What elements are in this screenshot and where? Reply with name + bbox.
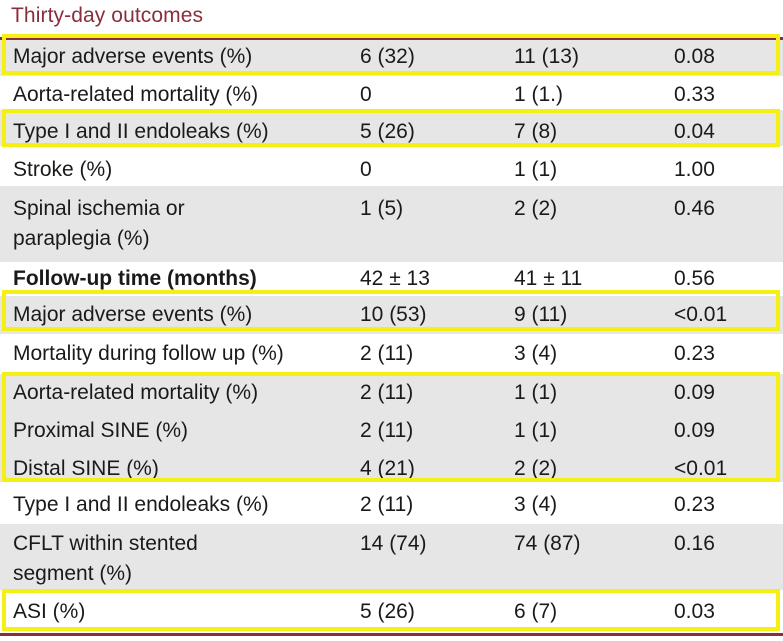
group2-value: 3 (4) <box>514 342 558 365</box>
group2-value: 2 (2) <box>514 457 558 480</box>
p-value: 0.23 <box>674 342 715 365</box>
table-row: Proximal SINE (%) 2 (11) 1 (1) 0.09 <box>0 412 783 450</box>
row-label: Mortality during follow up (%) <box>13 342 284 365</box>
row-label: Stroke (%) <box>13 158 113 181</box>
p-value: 0.09 <box>674 381 715 404</box>
group1-value: 10 (53) <box>360 303 427 326</box>
group2-value: 1 (1) <box>514 381 558 404</box>
group2-value: 3 (4) <box>514 493 558 516</box>
group1-value: 2 (11) <box>360 342 414 365</box>
p-value: 0.16 <box>674 532 715 555</box>
group1-value: 1 (5) <box>360 197 404 220</box>
group2-value: 74 (87) <box>514 532 581 555</box>
p-value: 0.23 <box>674 493 715 516</box>
table-row: Major adverse events (%) 10 (53) 9 (11) … <box>0 296 783 334</box>
table-row: Type I and II endoleaks (%) 2 (11) 3 (4)… <box>0 482 783 524</box>
p-value: <0.01 <box>674 457 728 480</box>
group1-value: 14 (74) <box>360 532 427 555</box>
group1-value: 6 (32) <box>360 45 415 68</box>
group1-value: 4 (21) <box>360 457 415 480</box>
group2-value: 9 (11) <box>514 303 568 326</box>
table-row: Aorta-related mortality (%) 0 1 (1.) 0.3… <box>0 76 783 110</box>
group1-value: 2 (11) <box>360 419 414 442</box>
group2-value: 2 (2) <box>514 197 558 220</box>
table-bottom-rule <box>0 633 783 636</box>
table-row: Major adverse events (%) 6 (32) 11 (13) … <box>0 40 783 76</box>
table-row: Aorta-related mortality (%) 2 (11) 1 (1)… <box>0 374 783 412</box>
table-row: Mortality during follow up (%) 2 (11) 3 … <box>0 334 783 374</box>
row-label: Aorta-related mortality (%) <box>13 83 259 106</box>
row-label: Aorta-related mortality (%) <box>13 381 259 404</box>
row-label: Distal SINE (%) <box>13 457 159 480</box>
group1-value: 5 (26) <box>360 600 415 623</box>
p-value: 0.33 <box>674 83 715 106</box>
group2-value: 11 (13) <box>514 45 579 68</box>
group2-value: 1 (1) <box>514 419 558 442</box>
group2-value: 7 (8) <box>514 120 558 143</box>
row-label: Follow-up time (months) <box>13 267 257 290</box>
section-title: Thirty-day outcomes <box>11 4 204 27</box>
row-label: Spinal ischemia or paraplegia (%) <box>13 197 185 250</box>
table-row: Stroke (%) 0 1 (1) 1.00 <box>0 146 783 186</box>
p-value: 0.04 <box>674 120 715 143</box>
group2-value: 41 ± 11 <box>514 267 583 290</box>
p-value: 1.00 <box>674 158 715 181</box>
group1-value: 42 ± 13 <box>360 267 430 290</box>
row-label: ASI (%) <box>13 600 86 623</box>
table-row: Distal SINE (%) 4 (21) 2 (2) <0.01 <box>0 450 783 482</box>
table-row: ASI (%) 5 (26) 6 (7) 0.03 <box>0 590 783 634</box>
table-row: Type I and II endoleaks (%) 5 (26) 7 (8)… <box>0 110 783 146</box>
row-label: Proximal SINE (%) <box>13 419 189 442</box>
p-value: 0.09 <box>674 419 715 442</box>
group2-value: 1 (1.) <box>514 83 564 106</box>
group1-value: 2 (11) <box>360 381 414 404</box>
group2-value: 1 (1) <box>514 158 558 181</box>
p-value: 0.03 <box>674 600 715 623</box>
p-value: 0.08 <box>674 45 715 68</box>
row-label: Type I and II endoleaks (%) <box>13 493 269 516</box>
table-row: Follow-up time (months) 42 ± 13 41 ± 11 … <box>0 262 783 296</box>
group1-value: 0 <box>360 158 372 181</box>
group1-value: 5 (26) <box>360 120 415 143</box>
group2-value: 6 (7) <box>514 600 558 623</box>
row-label: Major adverse events (%) <box>13 303 253 326</box>
row-label: Major adverse events (%) <box>13 45 253 68</box>
p-value: 0.56 <box>674 267 715 290</box>
group1-value: 0 <box>360 83 372 106</box>
row-label: Type I and II endoleaks (%) <box>13 120 269 143</box>
table-row: CFLT within stented segment (%) 14 (74) … <box>0 524 783 590</box>
group1-value: 2 (11) <box>360 493 414 516</box>
row-label: CFLT within stented segment (%) <box>13 532 198 585</box>
p-value: <0.01 <box>674 303 728 326</box>
p-value: 0.46 <box>674 197 715 220</box>
table-top-rule <box>0 37 783 40</box>
table-row: Spinal ischemia or paraplegia (%) 1 (5) … <box>0 186 783 262</box>
